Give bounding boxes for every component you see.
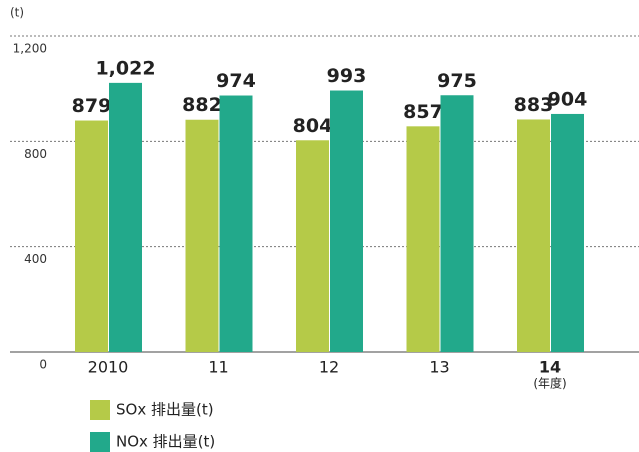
- bar: [440, 95, 474, 352]
- legend-label: NOx 排出量(t): [116, 433, 215, 451]
- legend-label: SOx 排出量(t): [116, 401, 214, 419]
- y-tick-label: 0: [39, 358, 47, 372]
- bar: [185, 119, 219, 353]
- legend-swatch: [90, 432, 110, 452]
- bar: [296, 140, 329, 352]
- y-tick-label: 400: [24, 252, 47, 266]
- legend-swatch: [90, 400, 110, 420]
- x-tick-label: 11: [208, 358, 228, 377]
- value-label: 857: [403, 101, 443, 123]
- value-label: 1,022: [95, 57, 155, 79]
- x-tick-label: 2010: [88, 358, 129, 377]
- value-label: 882: [182, 94, 222, 116]
- bar: [406, 126, 440, 352]
- y-axis-label: (t): [10, 6, 24, 20]
- value-label: 883: [514, 94, 554, 116]
- bar: [517, 119, 550, 352]
- value-label: 975: [437, 70, 477, 92]
- y-tick-label: 1,200: [13, 42, 47, 56]
- value-label: 879: [72, 95, 112, 117]
- value-label: 974: [216, 70, 256, 92]
- x-tick-label: 14: [539, 358, 561, 377]
- x-tick-label: 12: [319, 358, 339, 377]
- y-tick-label: 800: [24, 147, 47, 161]
- x-axis-label: (年度): [533, 376, 566, 391]
- value-label: 993: [327, 65, 367, 87]
- value-label: 804: [293, 115, 333, 137]
- bar: [551, 113, 584, 353]
- bar: [109, 82, 142, 352]
- value-label: 904: [548, 88, 588, 110]
- bar: [219, 95, 253, 352]
- bar: [75, 120, 108, 352]
- x-tick-label: 13: [429, 358, 449, 377]
- bar: [330, 90, 363, 352]
